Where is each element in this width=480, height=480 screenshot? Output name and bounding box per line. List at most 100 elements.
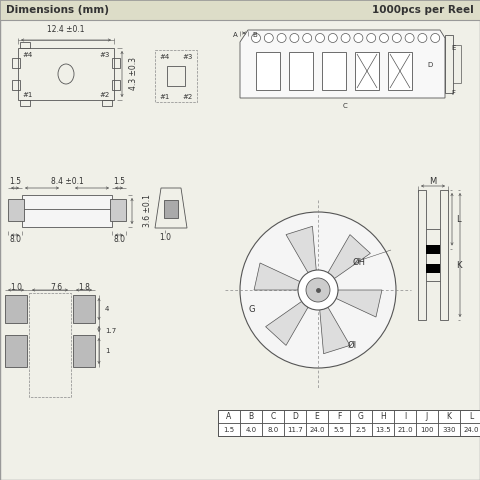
Text: K: K — [456, 261, 461, 269]
Text: 3.6 ±0.1: 3.6 ±0.1 — [144, 194, 153, 228]
Text: 24.0: 24.0 — [463, 427, 479, 432]
Text: 330: 330 — [442, 427, 456, 432]
Text: 8.0: 8.0 — [113, 235, 125, 243]
Bar — [155, 50, 197, 102]
Bar — [394, 423, 416, 436]
Text: 4.0: 4.0 — [245, 427, 257, 432]
Bar — [460, 423, 480, 436]
Bar — [218, 423, 240, 436]
Bar — [306, 423, 328, 436]
Bar — [438, 423, 460, 436]
Text: L: L — [469, 412, 473, 421]
Text: 1.8: 1.8 — [78, 283, 90, 291]
Circle shape — [303, 34, 312, 43]
Text: E: E — [451, 45, 456, 51]
Text: #2: #2 — [183, 94, 193, 100]
Text: 100: 100 — [420, 427, 434, 432]
Circle shape — [392, 34, 401, 43]
Bar — [372, 410, 394, 423]
Bar — [5, 295, 27, 323]
Text: 1.0: 1.0 — [159, 233, 171, 242]
Circle shape — [328, 34, 337, 43]
Text: A: A — [233, 32, 238, 38]
Text: D: D — [427, 62, 432, 68]
Text: 4: 4 — [105, 306, 109, 312]
Bar — [416, 423, 438, 436]
Text: 7.6: 7.6 — [50, 283, 62, 291]
Polygon shape — [265, 301, 308, 346]
Bar — [0, 0, 480, 20]
Bar — [112, 58, 120, 68]
Circle shape — [341, 34, 350, 43]
Text: 4.3 ±0.3: 4.3 ±0.3 — [130, 58, 139, 91]
Text: #4: #4 — [22, 52, 32, 58]
Circle shape — [354, 34, 363, 43]
Text: 5.5: 5.5 — [334, 427, 345, 432]
Text: M: M — [430, 178, 437, 187]
Text: 1.5: 1.5 — [223, 427, 235, 432]
Text: 8.0: 8.0 — [9, 235, 21, 243]
Polygon shape — [320, 307, 350, 354]
Bar — [306, 410, 328, 423]
Text: 8.0: 8.0 — [267, 427, 278, 432]
Text: 2.5: 2.5 — [356, 427, 367, 432]
Bar — [20, 42, 30, 48]
Bar — [218, 410, 240, 423]
Circle shape — [405, 34, 414, 43]
Circle shape — [264, 34, 273, 43]
Bar — [262, 410, 284, 423]
Text: 1.0: 1.0 — [10, 283, 22, 291]
Text: J: J — [426, 412, 428, 421]
Text: E: E — [314, 412, 319, 421]
Text: 13.5: 13.5 — [375, 427, 391, 432]
Text: I: I — [404, 412, 406, 421]
Bar — [289, 52, 313, 90]
Bar — [18, 48, 114, 100]
Bar — [355, 52, 379, 90]
Circle shape — [277, 34, 286, 43]
Bar — [372, 423, 394, 436]
Text: 21.0: 21.0 — [397, 427, 413, 432]
Text: #3: #3 — [100, 52, 110, 58]
Bar — [8, 199, 24, 221]
Bar — [262, 423, 284, 436]
Circle shape — [315, 34, 324, 43]
Text: ØH: ØH — [353, 257, 366, 266]
Text: B: B — [252, 32, 257, 38]
Bar — [350, 410, 372, 423]
Circle shape — [418, 34, 427, 43]
Bar — [240, 410, 262, 423]
Text: #3: #3 — [182, 54, 193, 60]
Text: 1.5: 1.5 — [9, 178, 21, 187]
Text: 24.0: 24.0 — [309, 427, 325, 432]
Bar — [12, 58, 20, 68]
Bar — [284, 423, 306, 436]
Text: F: F — [337, 412, 341, 421]
Bar — [416, 410, 438, 423]
Bar — [22, 195, 112, 227]
Text: #1: #1 — [22, 92, 32, 98]
Bar — [394, 410, 416, 423]
Text: 11.7: 11.7 — [287, 427, 303, 432]
Text: #4: #4 — [159, 54, 169, 60]
Text: D: D — [292, 412, 298, 421]
Circle shape — [252, 34, 261, 43]
Text: H: H — [380, 412, 386, 421]
Bar — [167, 66, 185, 86]
Bar — [328, 410, 350, 423]
Text: 1000pcs per Reel: 1000pcs per Reel — [372, 5, 474, 15]
Bar — [350, 423, 372, 436]
Bar — [73, 335, 95, 367]
Circle shape — [290, 34, 299, 43]
Bar — [328, 423, 350, 436]
Bar — [256, 52, 280, 90]
Text: K: K — [446, 412, 452, 421]
Text: Dimensions (mm): Dimensions (mm) — [6, 5, 109, 15]
Bar — [322, 52, 346, 90]
Text: G: G — [358, 412, 364, 421]
Text: ØI: ØI — [348, 340, 357, 349]
Text: A: A — [227, 412, 232, 421]
Circle shape — [306, 278, 330, 302]
Bar — [164, 200, 178, 218]
Bar — [240, 423, 262, 436]
